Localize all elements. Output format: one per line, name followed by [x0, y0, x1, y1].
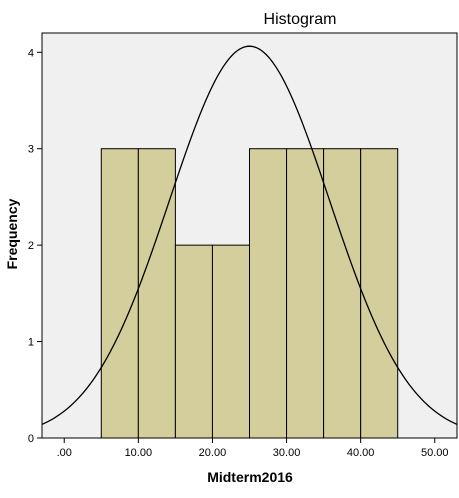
x-tick-label: 40.00: [347, 447, 375, 459]
axes-layer: 0 1 2 3 4 .00 10.00 20.00 30.00 40.00 50.00: [28, 47, 449, 459]
x-tick-label: .00: [57, 447, 72, 459]
bars-layer: [100, 148, 399, 439]
y-axis-label: Frequency: [4, 198, 20, 269]
histogram-bar: [137, 148, 176, 439]
y-tick-label: 3: [28, 144, 34, 156]
x-axis-label: Midterm2016: [207, 469, 293, 485]
histogram-bar: [360, 148, 399, 439]
histogram-bar: [211, 244, 250, 439]
y-tick-label: 1: [28, 337, 34, 349]
x-tick-label: 10.00: [125, 447, 153, 459]
normal-curve: [41, 45, 458, 425]
histogram-bar: [323, 148, 362, 439]
histogram-bar: [100, 148, 139, 439]
chart-title: Histogram: [264, 11, 337, 28]
y-tick-label: 2: [28, 240, 34, 252]
y-tick-label: 0: [28, 433, 34, 445]
x-tick-label: 20.00: [199, 447, 227, 459]
x-tick-label: 30.00: [273, 447, 301, 459]
histogram-bar: [249, 148, 288, 439]
histogram-bar: [174, 244, 213, 439]
histogram-bar: [286, 148, 325, 439]
y-tick-label: 4: [28, 47, 34, 59]
x-tick-label: 50.00: [421, 447, 449, 459]
